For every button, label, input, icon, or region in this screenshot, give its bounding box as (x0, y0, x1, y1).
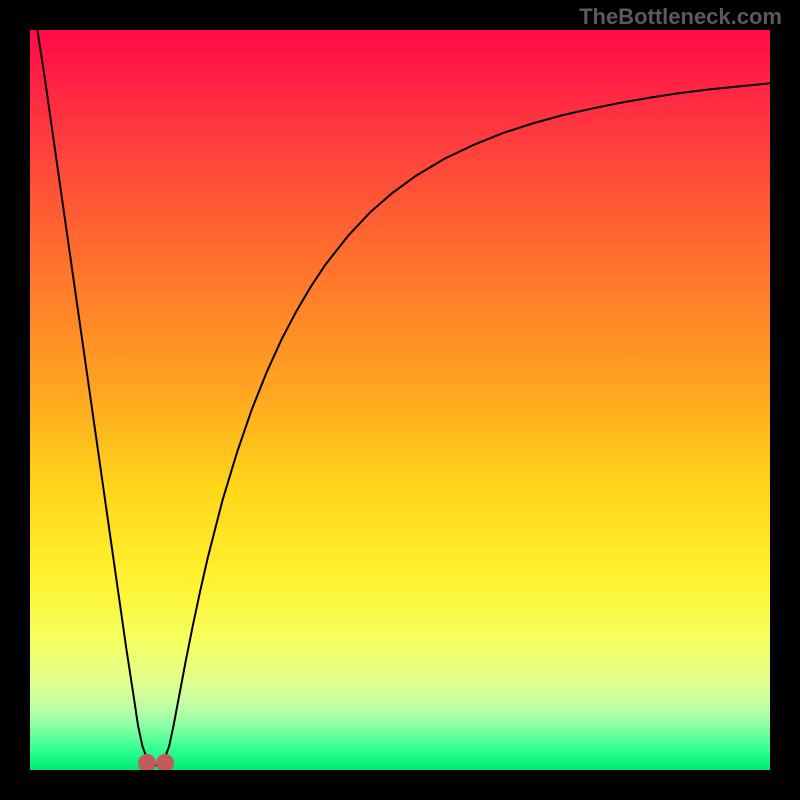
min-marker-0 (138, 754, 156, 770)
min-marker-1 (156, 754, 174, 770)
plot-area (30, 30, 770, 770)
bottleneck-curve (37, 30, 770, 766)
watermark-text: TheBottleneck.com (579, 4, 782, 30)
chart-container: TheBottleneck.com (0, 0, 800, 800)
curve-layer (30, 30, 770, 770)
